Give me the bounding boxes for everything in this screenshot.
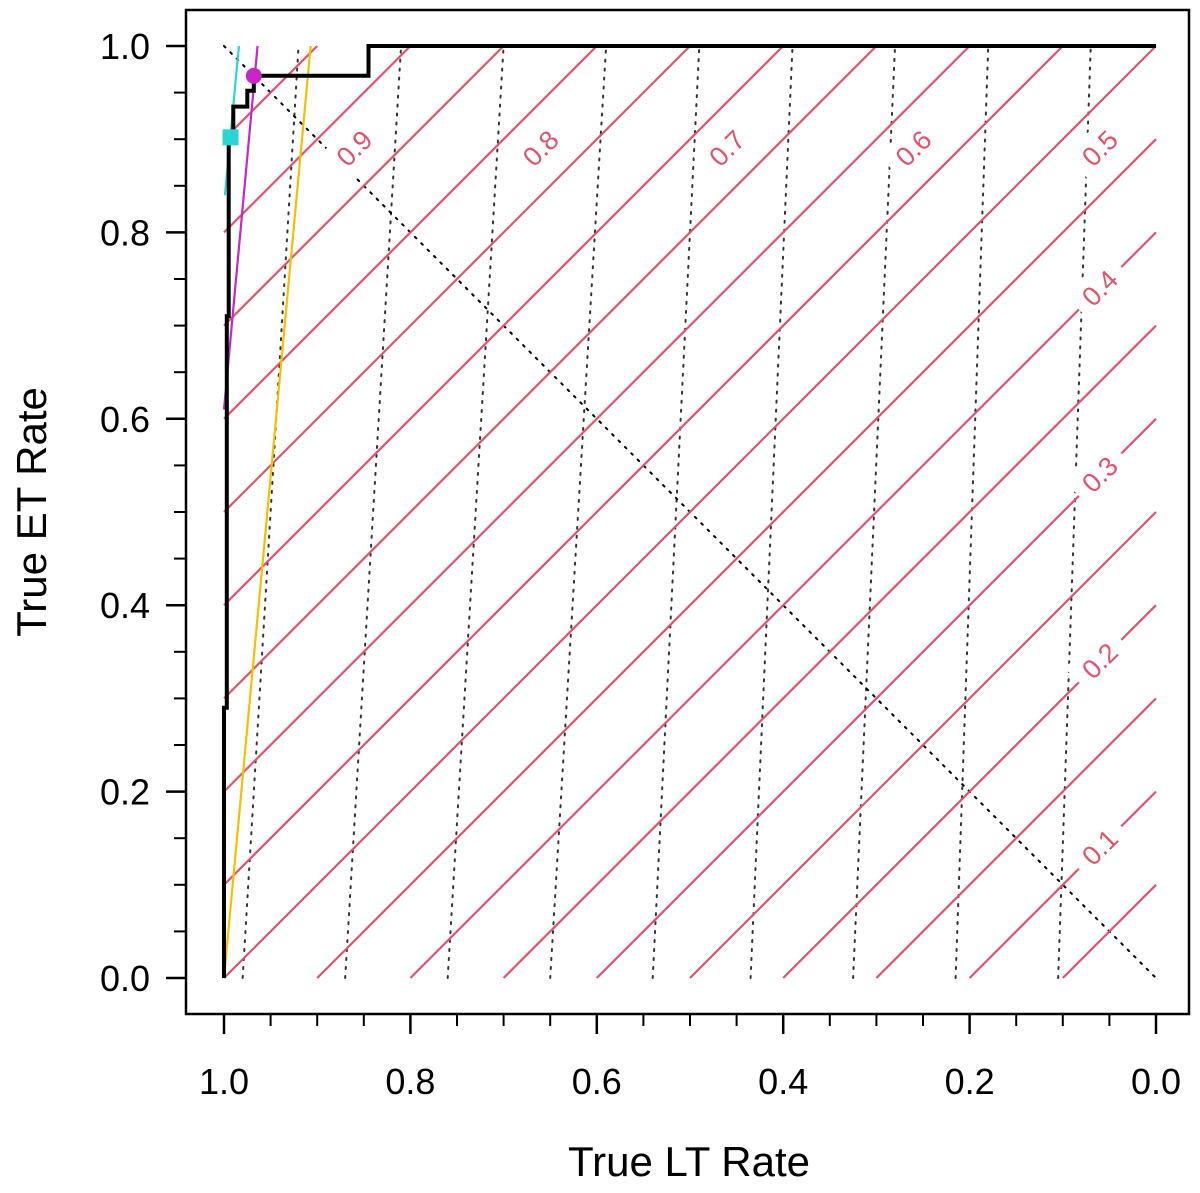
gold-tangent-line [222,45,312,979]
cyan-square-marker [222,129,239,146]
x-axis-title: True LT Rate [568,1138,810,1185]
iso-line-1 [1062,884,1157,979]
y-tick-label-5: 0.8 [100,212,150,253]
x-tick-label-4: 0.4 [758,1061,808,1102]
iso-line-13 [223,45,878,700]
iso-line-11 [223,45,1064,886]
iso-line-18 [223,45,412,234]
iso-label-bg-8 [1064,625,1136,697]
iso-label-bg-9 [1064,812,1136,883]
y-tick-label-4: 0.6 [100,399,150,440]
plot-content: 0.9 0.8 0.7 0.6 0.50.40.30.20.1 [222,44,1157,979]
iso-label-bg-4 [878,113,950,184]
x-tick-label-3: 0.6 [572,1061,622,1102]
iso-line-2 [968,790,1157,979]
iso-label-bg-2 [505,113,577,184]
dotted-guide-line-9 [1057,45,1092,979]
iso-line-5 [689,511,1157,979]
iso-line-7 [502,324,1157,979]
y-tick-label-3: 0.4 [100,585,150,626]
iso-line-9 [316,138,1157,979]
x-tick-label-2: 0.8 [385,1061,435,1102]
y-axis-title: True ET Rate [8,387,55,637]
roc-curve [222,44,1156,978]
iso-label-bg-6 [1064,252,1136,324]
iso-label-bg-7 [1064,439,1136,511]
x-tick-label-1: 1.0 [199,1061,249,1102]
dotted-guide-line-6 [749,45,794,979]
y-tick-label-6: 1.0 [100,26,150,67]
dotted-guide-line-2 [344,45,403,979]
dotted-guide-line-3 [446,45,505,979]
dotted-guide-line-4 [549,45,608,979]
x-tick-label-5: 0.2 [945,1061,995,1102]
dotted-guide-line-1 [241,45,300,979]
y-tick-label-2: 0.2 [100,772,150,813]
iso-line-8 [409,231,1157,979]
dotted-guide-line-8 [954,45,990,979]
dotted-guide-line-7 [852,45,897,979]
iso-line-17 [223,45,505,327]
x-tick-label-6: 0.0 [1131,1061,1181,1102]
iso-label-bg-1 [319,113,390,184]
iso-label-bg-3 [691,113,763,184]
iso-line-12 [223,45,971,793]
axes: 1.0 0.8 0.6 0.4 0.2 0.0 0.0 0.2 0.4 0.6 0.8 1.0 [100,26,1181,1102]
magenta-tangent-line [222,45,259,410]
magenta-circle-marker [245,67,262,84]
iso-line-14 [223,45,784,606]
iso-label-bg-5 [1064,113,1136,184]
iso-line-3 [875,697,1157,979]
iso-line-16 [223,45,598,420]
y-tick-label-1: 0.0 [100,958,150,999]
iso-line-6 [596,418,1157,979]
iso-line-15 [223,45,691,513]
iso-line-10 [223,45,1157,979]
iso-line-19 [223,45,318,140]
